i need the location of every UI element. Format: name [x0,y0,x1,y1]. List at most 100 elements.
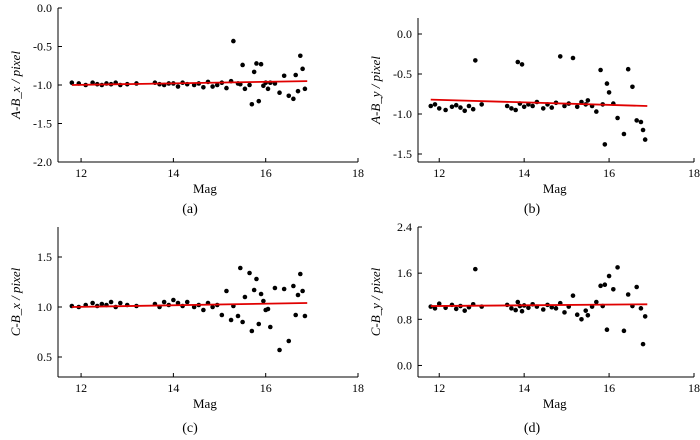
data-point [615,115,620,121]
data-point [240,62,245,68]
data-point [453,306,459,312]
x-tick-label: 18 [352,381,364,395]
data-point [175,300,181,306]
data-point [436,301,442,307]
y-tick-label: -1.5 [393,147,412,161]
data-point [249,328,255,334]
data-point [462,308,468,313]
data-point [69,80,75,85]
data-point [272,285,278,291]
data-point [228,317,234,323]
data-point [436,106,442,111]
data-point [254,61,259,66]
data-point [302,313,308,319]
data-point [540,106,546,111]
data-point [526,305,531,311]
data-point [210,304,215,310]
x-tick-label: 16 [603,381,615,395]
data-point [295,292,301,298]
data-point [449,104,455,110]
y-axis-title: C-B_y / pixel [368,267,383,336]
data-point [298,271,303,277]
data-point [638,306,644,311]
data-point [256,98,262,104]
data-point [602,282,608,287]
panel-a: 12 14 16 18 -2.0 -1.5 -1.0 -0.5 0.0 Mag A-B_x / pi… [8,1,364,217]
data-point [242,294,248,300]
y-axis-title: C-B_x / pixel [8,267,23,336]
x-axis-title: Mag [193,396,217,411]
data-point [295,88,301,94]
x-axis-title: Mag [543,181,567,196]
data-point [513,107,518,113]
y-tick-label: 2.4 [397,220,412,234]
fit-line [71,80,308,86]
data-point [268,324,273,330]
data-point [184,299,190,305]
panel-caption: (c) [182,421,198,436]
data-point [585,312,591,318]
data-point [598,283,603,289]
data-point [108,299,114,305]
data-point [258,291,264,297]
data-point [519,62,525,67]
x-tick-label: 14 [167,166,179,180]
data-point [191,304,197,310]
data-point [293,312,298,318]
x-tick-label: 14 [167,381,179,395]
data-point [175,84,181,89]
data-point [553,306,559,311]
fit-line [71,302,308,308]
data-point [453,102,459,108]
data-point [594,299,599,305]
data-point [509,306,514,311]
data-point [549,105,555,110]
data-point [432,102,438,107]
data-point [540,307,546,312]
data-point [606,273,612,279]
fit-line [430,303,648,307]
y-tick-label: 1.6 [397,266,412,280]
y-tick-label: -0.5 [393,67,412,81]
data-point [265,86,271,92]
panel-d: 12 14 16 18 0.0 0.8 1.6 2.4 Mag C-B_y / pixel (d) [368,220,700,436]
y-tick-label: 0.0 [397,27,412,41]
data-point [470,106,476,112]
data-point [235,313,241,319]
data-point [606,90,612,95]
data-point [585,98,591,103]
data-point [549,304,555,310]
data-point [214,82,220,88]
data-point [256,321,262,327]
data-point [530,103,535,109]
data-point [579,317,584,322]
data-point [281,73,287,79]
panel-caption: (b) [524,202,541,217]
data-point [242,86,248,92]
data-point [261,298,266,304]
y-tick-label: -1.0 [33,78,52,92]
data-point [286,338,292,344]
data-point [251,69,257,75]
data-point [634,118,639,123]
data-point [300,288,305,294]
data-point [302,86,308,92]
data-point [513,307,518,313]
data-point [300,66,305,72]
data-point [630,84,635,90]
data-point [642,314,648,319]
x-tick-label: 18 [688,381,700,395]
x-tick-label: 18 [352,166,364,180]
panel-caption: (a) [182,202,198,217]
data-point [240,319,245,325]
data-point [519,308,525,314]
data-point [625,66,631,72]
x-tick-label: 12 [75,166,87,180]
data-point [604,81,610,86]
data-point [462,108,468,114]
data-point [640,341,646,347]
x-tick-label: 14 [518,166,530,180]
data-point [224,85,229,91]
data-point [621,328,627,334]
